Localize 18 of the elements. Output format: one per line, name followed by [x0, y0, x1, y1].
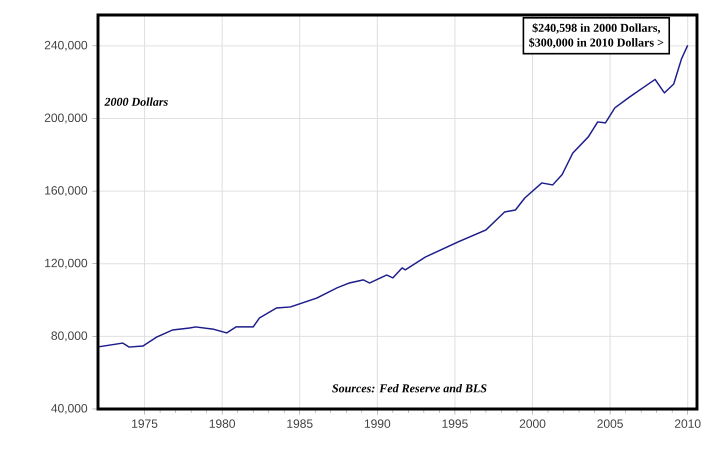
annotation: Sources: Fed Reserve and BLS — [332, 384, 486, 392]
x-tick-label: 1980 — [210, 419, 236, 428]
annotation: $240,598 in 2000 Dollars, — [532, 23, 660, 34]
x-tick-label: 2010 — [674, 419, 701, 428]
x-tick-label: 1975 — [132, 419, 158, 428]
y-tick-label: 120,000 — [45, 258, 88, 269]
y-tick-label: 40,000 — [51, 404, 88, 414]
x-tick-label: 2000 — [520, 419, 546, 428]
annotation: 2000 Dollars — [104, 97, 168, 106]
y-tick-label: 160,000 — [45, 186, 88, 196]
x-tick-label: 1995 — [442, 419, 468, 428]
y-tick-label: 80,000 — [51, 331, 88, 342]
y-tick-label: 200,000 — [44, 114, 88, 124]
annotation: $300,000 in 2010 Dollars > — [529, 38, 664, 48]
x-tick-label: 1990 — [364, 419, 390, 428]
x-tick-label: 1985 — [287, 419, 313, 428]
x-tick-label: 2005 — [597, 419, 623, 428]
y-tick-label: 240,000 — [44, 40, 88, 51]
